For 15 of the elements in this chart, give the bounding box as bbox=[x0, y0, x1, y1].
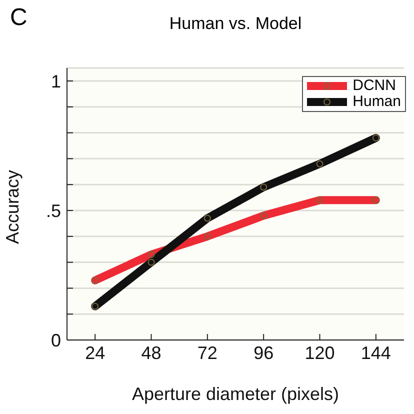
x-tick-label: 144 bbox=[360, 342, 391, 363]
y-axis-title: Accuracy bbox=[2, 170, 22, 244]
x-tick-label: 24 bbox=[85, 342, 106, 363]
y-tick-label: 0 bbox=[50, 330, 61, 350]
x-tick-label: 48 bbox=[141, 342, 162, 363]
x-axis-title: Aperture diameter (pixels) bbox=[132, 384, 340, 404]
x-tick-label: 72 bbox=[197, 342, 218, 363]
chart-title: Human vs. Model bbox=[168, 14, 303, 34]
x-tick-label: 96 bbox=[254, 342, 274, 363]
legend-label: DCNN bbox=[352, 77, 396, 94]
text: C bbox=[10, 4, 28, 32]
legend-label: Human bbox=[352, 93, 401, 110]
y-tick-label: 1 bbox=[50, 71, 61, 92]
x-tick-label: 120 bbox=[304, 342, 335, 363]
y-tick-label: .5 bbox=[46, 200, 61, 221]
